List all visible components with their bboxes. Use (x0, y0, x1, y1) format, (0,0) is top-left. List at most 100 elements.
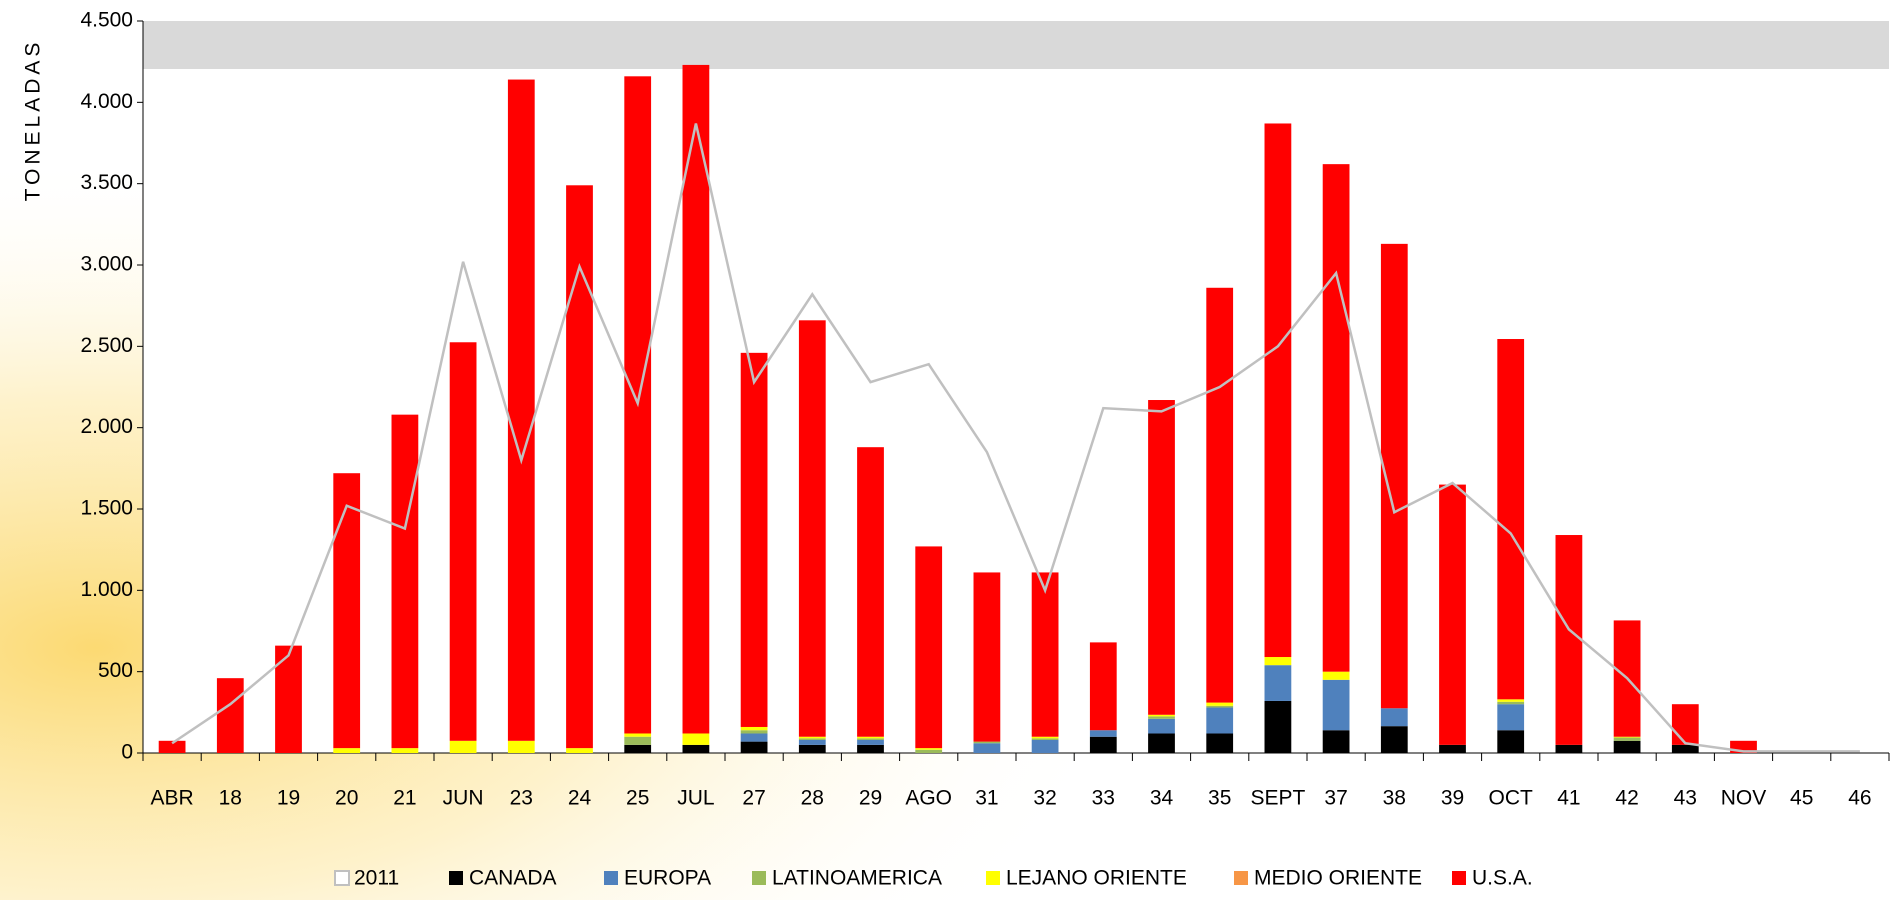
bar-segment (1206, 702, 1234, 706)
bar-segment (624, 744, 652, 753)
bar-segment (333, 473, 361, 749)
x-tick-label: 39 (1441, 787, 1464, 810)
bar-segment (624, 733, 652, 737)
y-tick-label: 3.500 (80, 171, 133, 194)
x-tick-label: 45 (1790, 787, 1813, 810)
bar-segment (1497, 701, 1525, 705)
legend-label: U.S.A. (1472, 867, 1533, 890)
y-tick-label: 0 (121, 741, 133, 764)
bar-segment (1497, 704, 1525, 731)
bar-segment (1439, 744, 1466, 753)
bar-segment (857, 739, 884, 745)
y-tick-label: 4.500 (80, 9, 133, 32)
x-tick-label: 29 (859, 787, 882, 810)
bar-segment (1380, 726, 1408, 753)
bar-segment (1089, 736, 1117, 753)
bar-segment (1031, 738, 1059, 740)
bar-segment (857, 738, 884, 740)
bar-segment (391, 414, 419, 749)
bar-segment (1497, 699, 1525, 702)
legend-swatch (604, 871, 618, 885)
y-tick-label: 2.000 (80, 415, 133, 438)
bar-segment (798, 738, 826, 740)
plot-top-band (143, 21, 1889, 69)
bar-segment (1206, 287, 1234, 703)
y-tick-label: 4.000 (80, 90, 133, 113)
bar-segment (624, 736, 652, 745)
bar-segment (1671, 744, 1699, 753)
bar-segment (1148, 733, 1175, 753)
bar-segment (973, 743, 1001, 753)
bar-segment (857, 736, 884, 739)
bar-segment (1031, 572, 1059, 737)
y-tick-label: 3.000 (80, 253, 133, 276)
x-tick-label: 19 (277, 787, 300, 810)
x-tick-label: ABR (151, 787, 194, 810)
x-tick-label: 46 (1848, 787, 1871, 810)
x-tick-label: 35 (1208, 787, 1231, 810)
bar-segment (1148, 714, 1175, 717)
bar-segment (973, 741, 1001, 744)
bar-segment (682, 64, 710, 734)
x-tick-label: JUN (443, 787, 484, 810)
y-tick-label: 500 (98, 659, 133, 682)
x-tick-label: 42 (1615, 787, 1638, 810)
legend-label: LEJANO ORIENTE (1006, 867, 1187, 890)
bar-segment (1380, 708, 1408, 727)
legend-swatch (1452, 871, 1466, 885)
bar-segment (740, 352, 768, 727)
bar-segment (507, 740, 535, 753)
bar-segment (1555, 535, 1583, 745)
bar-segment (1322, 671, 1350, 680)
x-tick-label: 34 (1150, 787, 1174, 810)
x-tick-label: 37 (1324, 787, 1347, 810)
legend-label: EUROPA (624, 867, 711, 890)
bar-segment (915, 546, 943, 749)
x-tick-label: 18 (219, 787, 242, 810)
y-axis-label: TONELADAS (22, 39, 45, 202)
x-tick-label: AGO (905, 787, 952, 810)
x-tick-label: 41 (1557, 787, 1580, 810)
bar-segment (798, 744, 826, 753)
legend-swatch (986, 871, 1000, 885)
bar-segment (798, 736, 826, 739)
bar-segment (798, 739, 826, 745)
bar-segment (1555, 744, 1583, 753)
x-tick-label: 24 (568, 787, 592, 810)
bar-segment (449, 740, 477, 753)
bar-segment (449, 342, 477, 741)
x-tick-label: 38 (1383, 787, 1406, 810)
legend-label: LATINOAMERICA (772, 867, 942, 890)
x-tick-label: 23 (510, 787, 533, 810)
bar-segment (333, 748, 361, 753)
bar-segment (1264, 657, 1292, 666)
bar-segment (1206, 733, 1234, 753)
bar-segment (1264, 123, 1292, 658)
bar-segment (1148, 716, 1175, 719)
bar-segment (682, 733, 710, 745)
legend-label: MEDIO ORIENTE (1254, 867, 1422, 890)
bar-segment (915, 748, 943, 750)
plot-area (143, 21, 1889, 753)
legend-swatch (752, 871, 766, 885)
y-tick-label: 1.000 (80, 578, 133, 601)
x-tick-label: 20 (335, 787, 358, 810)
bar-segment (740, 741, 768, 753)
bar-segment (1613, 737, 1641, 741)
bar-segment (1206, 707, 1234, 734)
bar-segment (1322, 164, 1350, 672)
x-tick-label: 25 (626, 787, 649, 810)
bar-segment (1613, 740, 1641, 753)
bar-segment (915, 749, 943, 753)
y-tick-label: 1.500 (80, 497, 133, 520)
bar-segment (507, 79, 535, 741)
legend-label: 2011 (354, 867, 399, 890)
x-tick-label: 43 (1674, 787, 1697, 810)
bar-segment (391, 748, 419, 753)
bar-segment (1206, 705, 1234, 708)
bar-segment (1089, 642, 1117, 731)
x-tick-label: 31 (975, 787, 998, 810)
bar-segment (1671, 704, 1699, 745)
bar-segment (798, 320, 826, 737)
bar-segment (1439, 484, 1466, 745)
